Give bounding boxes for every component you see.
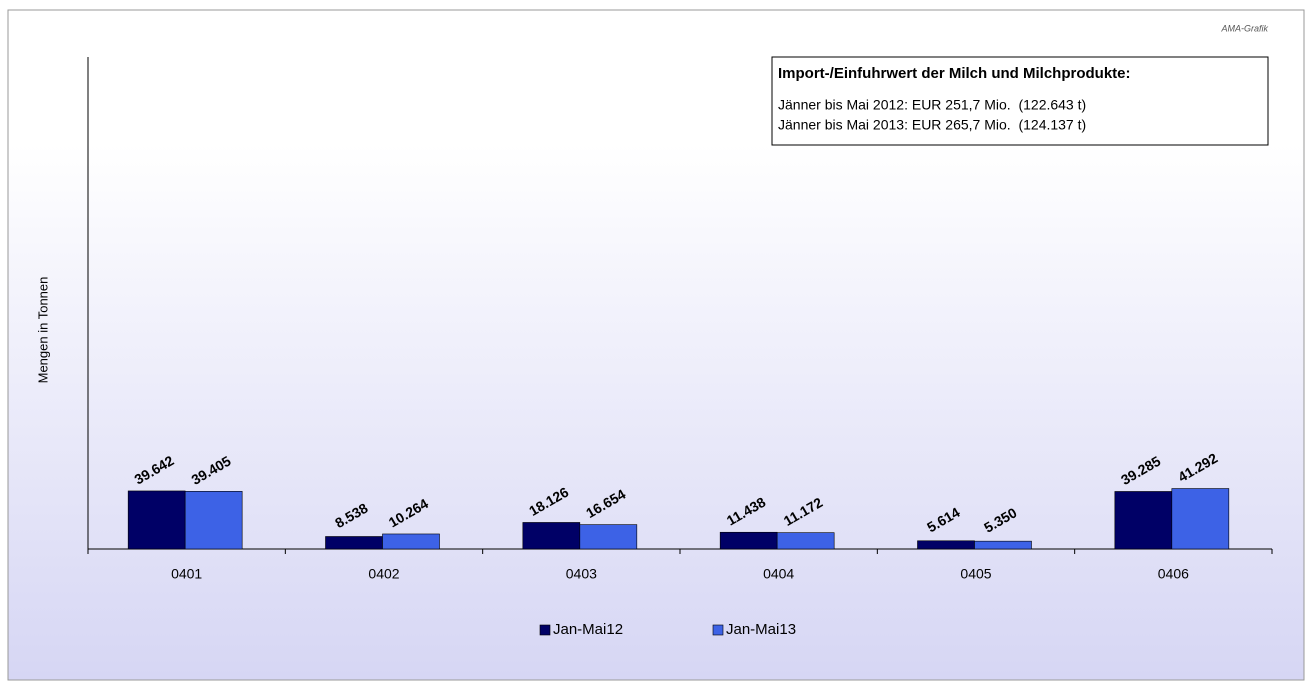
bar bbox=[127, 490, 186, 550]
annotation-line: Jänner bis Mai 2013: EUR 265,7 Mio. (124… bbox=[778, 117, 1086, 133]
x-tick-label: 0404 bbox=[763, 566, 794, 582]
annotation-title: Import-/Einfuhrwert der Milch und Milchp… bbox=[778, 65, 1131, 82]
bar bbox=[522, 522, 581, 550]
x-tick-label: 0402 bbox=[368, 566, 399, 582]
bar bbox=[974, 540, 1032, 550]
bar bbox=[579, 524, 638, 550]
x-tick-label: 0405 bbox=[960, 566, 991, 582]
annotation-line: Jänner bis Mai 2012: EUR 251,7 Mio. (122… bbox=[778, 97, 1086, 113]
annotation-box bbox=[771, 56, 1269, 146]
bar bbox=[1114, 491, 1173, 550]
credit: AMA-Grafik bbox=[1220, 23, 1268, 33]
bar bbox=[325, 536, 383, 550]
legend-label: Jan-Mai13 bbox=[726, 621, 796, 638]
legend-swatch bbox=[539, 624, 551, 636]
y-axis-label: Mengen in Tonnen bbox=[35, 277, 50, 384]
x-tick-label: 0401 bbox=[171, 566, 202, 582]
x-tick-label: 0406 bbox=[1158, 566, 1189, 582]
bar bbox=[1171, 488, 1230, 550]
bar bbox=[917, 540, 975, 550]
x-tick-label: 0403 bbox=[566, 566, 597, 582]
bar bbox=[184, 490, 243, 550]
bar bbox=[776, 532, 835, 550]
legend-label: Jan-Mai12 bbox=[553, 621, 623, 638]
legend-swatch bbox=[712, 624, 724, 636]
bar bbox=[719, 531, 778, 550]
bar bbox=[382, 533, 440, 550]
